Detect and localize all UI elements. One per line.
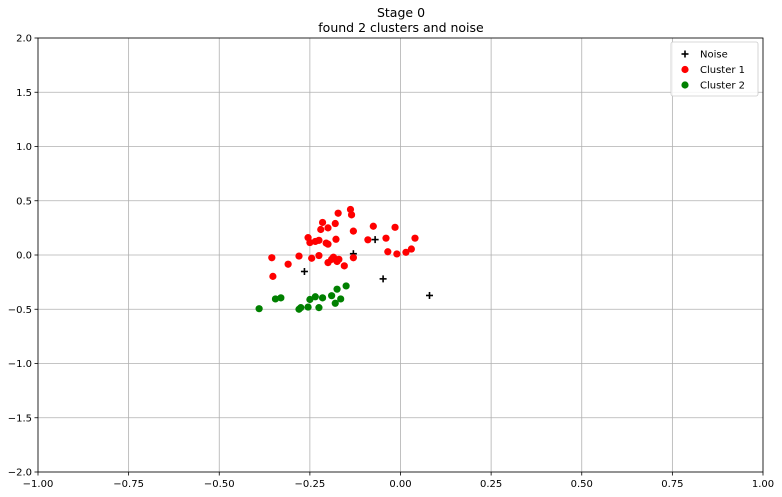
cluster-1-point [269,272,277,280]
cluster-2-point [277,294,285,302]
cluster-1-point [324,240,332,248]
legend-marker-cluster-2 [681,81,689,89]
cluster-2-point [297,304,305,312]
cluster-1-point [349,227,357,235]
cluster-1-point [393,250,401,258]
cluster-1-point [334,209,342,217]
cluster-2-point [337,295,345,303]
cluster-1-point [402,248,410,256]
y-tick-label: −0.5 [8,305,32,316]
axis-ticks: −1.00 −0.75 −0.50 −0.25 0.00 0.25 0.50 0.75 1.00… [8,34,774,491]
x-tick-label: 0.00 [389,479,411,490]
cluster-1-point [315,251,323,260]
legend-marker-cluster-1 [681,65,689,74]
cluster-1-point [324,224,332,232]
x-tick-label: −0.50 [204,479,235,490]
cluster-2-point [318,294,327,302]
y-tick-label: 2.0 [16,34,32,45]
data-points [255,205,433,313]
x-tick-label: 1.00 [752,479,774,490]
cluster-1-point [382,234,390,242]
cluster-1-point [315,236,323,244]
cluster-1-point [306,238,314,247]
cluster-1-point [332,235,340,243]
cluster-1-point [391,223,399,231]
y-tick-label: −1.5 [8,413,32,424]
cluster-2-point [333,285,341,293]
legend-label-cluster-1: Cluster 1 [700,65,745,76]
x-tick-label: −0.25 [295,479,326,490]
y-tick-label: 0.0 [16,251,32,262]
x-tick-label: 0.75 [661,479,683,490]
cluster-1-point [268,254,276,262]
y-tick-label: −1.0 [8,359,32,370]
legend-marker-noise [681,50,689,58]
chart-title-line-1: Stage 0 [377,5,425,20]
cluster-1-point [295,252,303,260]
cluster-2-point [342,282,350,290]
legend: Noise Cluster 1 Cluster 2 [670,41,759,97]
noise-point [371,236,379,244]
cluster-1-point [308,254,316,262]
cluster-2-point [271,295,280,303]
x-tick-label: 0.50 [571,479,593,490]
cluster-1-point [349,254,357,262]
cluster-2-point [328,292,336,300]
cluster-1-point [411,234,419,242]
x-tick-label: −0.75 [113,479,144,490]
y-tick-label: 0.5 [16,196,32,207]
noise-point [426,291,433,299]
cluster-1-point [335,255,343,263]
legend-label-cluster-2: Cluster 2 [700,81,745,92]
cluster-1-point [364,236,372,244]
cluster-1-point [340,262,348,270]
plot-area-frame [37,37,764,473]
y-tick-label: 1.5 [16,88,32,99]
cluster-1-point [369,222,377,230]
y-tick-label: −2.0 [8,468,32,479]
noise-point [300,267,308,275]
cluster-2-point [331,299,339,307]
cluster-1-point [346,205,355,214]
chart-title-line-2: found 2 clusters and noise [318,20,484,35]
legend-label-noise: Noise [700,50,728,61]
cluster-1-point [331,219,339,228]
cluster-1-point [407,245,415,253]
cluster-2-point [255,305,263,313]
cluster-1-point [384,248,392,256]
x-tick-label: 0.25 [480,479,502,490]
y-tick-label: 1.0 [16,142,32,153]
cluster-1-point [317,225,325,234]
cluster-2-point [315,304,323,312]
cluster-2-point [306,295,314,304]
cluster-1-point [347,211,356,219]
cluster-1-point [284,260,292,268]
cluster-2-point [304,303,312,311]
grid [37,37,764,473]
x-tick-label: −1.00 [23,479,54,490]
cluster-2-point [311,293,319,301]
cluster-1-point [318,218,327,227]
legend-box [670,41,759,97]
noise-point [379,275,387,283]
